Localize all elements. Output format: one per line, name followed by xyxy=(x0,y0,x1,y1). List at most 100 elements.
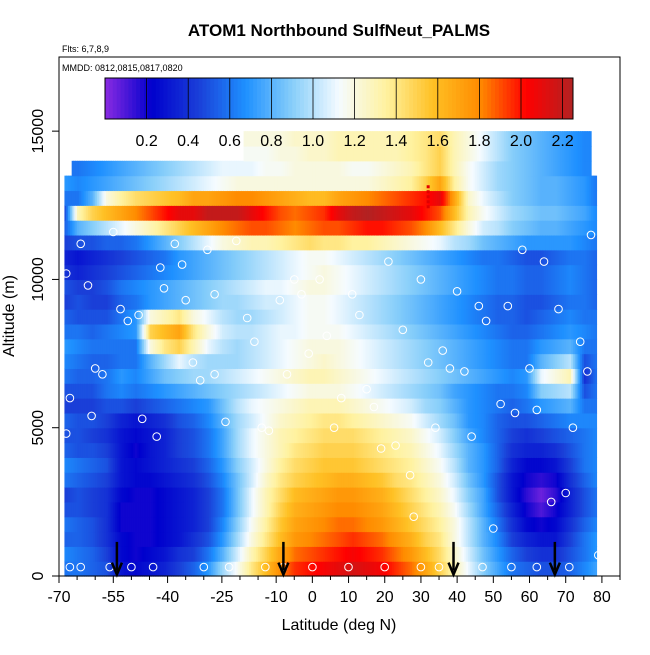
heatmap-cell xyxy=(86,546,89,562)
heatmap-cell xyxy=(263,546,266,562)
heatmap-cell xyxy=(113,160,116,177)
heatmap-cell xyxy=(109,472,113,488)
heatmap-cell xyxy=(279,175,283,192)
heatmap-cell xyxy=(212,368,216,384)
heatmap-cell xyxy=(308,531,312,547)
heatmap-cell xyxy=(163,249,167,266)
heatmap-cell xyxy=(363,457,366,473)
heatmap-cell xyxy=(247,487,250,503)
heatmap-cell xyxy=(308,398,312,414)
heatmap-cell xyxy=(211,323,214,340)
heatmap-cell xyxy=(357,220,361,236)
heatmap-cell xyxy=(154,249,158,266)
heatmap-cell xyxy=(68,412,71,429)
heatmap-cell xyxy=(285,516,288,533)
heatmap-cell xyxy=(178,294,181,310)
heatmap-cell xyxy=(107,294,111,310)
heatmap-cell xyxy=(229,457,232,473)
heatmap-cell xyxy=(267,501,270,518)
heatmap-cell xyxy=(343,131,346,147)
heatmap-cell xyxy=(334,160,337,177)
heatmap-cell xyxy=(77,309,80,325)
heatmap-cell xyxy=(355,190,359,206)
heatmap-cell xyxy=(149,294,152,310)
heatmap-cell xyxy=(174,323,178,340)
heatmap-cell xyxy=(214,190,218,206)
heatmap-cell xyxy=(337,175,341,192)
heatmap-cell xyxy=(209,398,212,414)
heatmap-cell xyxy=(68,175,71,192)
heatmap-cell xyxy=(368,561,371,577)
heatmap-cell xyxy=(173,442,176,458)
heatmap-cell xyxy=(373,131,377,147)
heatmap-cell xyxy=(93,294,96,310)
heatmap-cell xyxy=(84,427,87,444)
heatmap-cell xyxy=(267,131,270,147)
heatmap-cell xyxy=(352,383,355,399)
heatmap-cell xyxy=(325,353,328,369)
heatmap-cell xyxy=(364,531,368,547)
heatmap-cell xyxy=(355,220,359,236)
heatmap-cell xyxy=(247,561,250,577)
heatmap-cell xyxy=(352,190,355,206)
heatmap-cell xyxy=(352,472,355,488)
heatmap-cell xyxy=(361,220,364,236)
heatmap-cell xyxy=(129,175,132,192)
heatmap-cell xyxy=(334,249,337,266)
heatmap-cell xyxy=(75,368,78,384)
heatmap-cell xyxy=(154,234,158,251)
heatmap-cell xyxy=(335,457,339,473)
heatmap-cell xyxy=(89,353,93,369)
heatmap-cell xyxy=(261,264,265,281)
heatmap-cell xyxy=(297,427,301,444)
heatmap-cell xyxy=(274,220,277,236)
heatmap-cell xyxy=(189,472,192,488)
heatmap-cell xyxy=(355,531,359,547)
heatmap-cell xyxy=(366,205,370,221)
heatmap-cell xyxy=(290,279,294,295)
heatmap-cell xyxy=(239,160,243,177)
heatmap-cell xyxy=(187,501,190,518)
heatmap-cell xyxy=(221,279,225,295)
heatmap-cell xyxy=(294,160,297,177)
heatmap-cell xyxy=(299,279,303,295)
heatmap-cell xyxy=(250,338,254,355)
heatmap-cell xyxy=(218,472,221,488)
heatmap-cell xyxy=(355,546,359,562)
heatmap-cell xyxy=(198,249,201,266)
heatmap-cell xyxy=(254,220,257,236)
heatmap-cell xyxy=(163,383,167,399)
heatmap-cell xyxy=(118,190,122,206)
heatmap-cell xyxy=(133,205,136,221)
heatmap-cell xyxy=(97,249,100,266)
heatmap-cell xyxy=(136,309,140,325)
heatmap-cell xyxy=(140,442,143,458)
heatmap-cell xyxy=(212,249,216,266)
heatmap-cell xyxy=(373,412,377,429)
heatmap-cell xyxy=(200,249,203,266)
heatmap-cell xyxy=(361,205,364,221)
heatmap-cell xyxy=(163,427,167,444)
heatmap-cell xyxy=(71,442,75,458)
heatmap-cell xyxy=(73,472,76,488)
heatmap-cell xyxy=(82,442,85,458)
heatmap-cell xyxy=(77,531,80,547)
heatmap-cell xyxy=(310,249,313,266)
heatmap-cell xyxy=(328,190,332,206)
heatmap-cell xyxy=(292,338,295,355)
heatmap-cell xyxy=(330,442,333,458)
heatmap-cell xyxy=(118,516,122,533)
heatmap-cell xyxy=(332,472,335,488)
heatmap-cell xyxy=(267,338,270,355)
heatmap-cell xyxy=(372,160,375,177)
heatmap-cell xyxy=(73,264,76,281)
heatmap-cell xyxy=(363,160,366,177)
heatmap-cell xyxy=(191,190,194,206)
heatmap-cell xyxy=(91,249,94,266)
heatmap-cell xyxy=(352,279,355,295)
heatmap-cell xyxy=(330,472,333,488)
heatmap-cell xyxy=(201,398,205,414)
heatmap-cell xyxy=(82,190,85,206)
heatmap-cell xyxy=(326,131,330,147)
heatmap-cell xyxy=(353,427,357,444)
